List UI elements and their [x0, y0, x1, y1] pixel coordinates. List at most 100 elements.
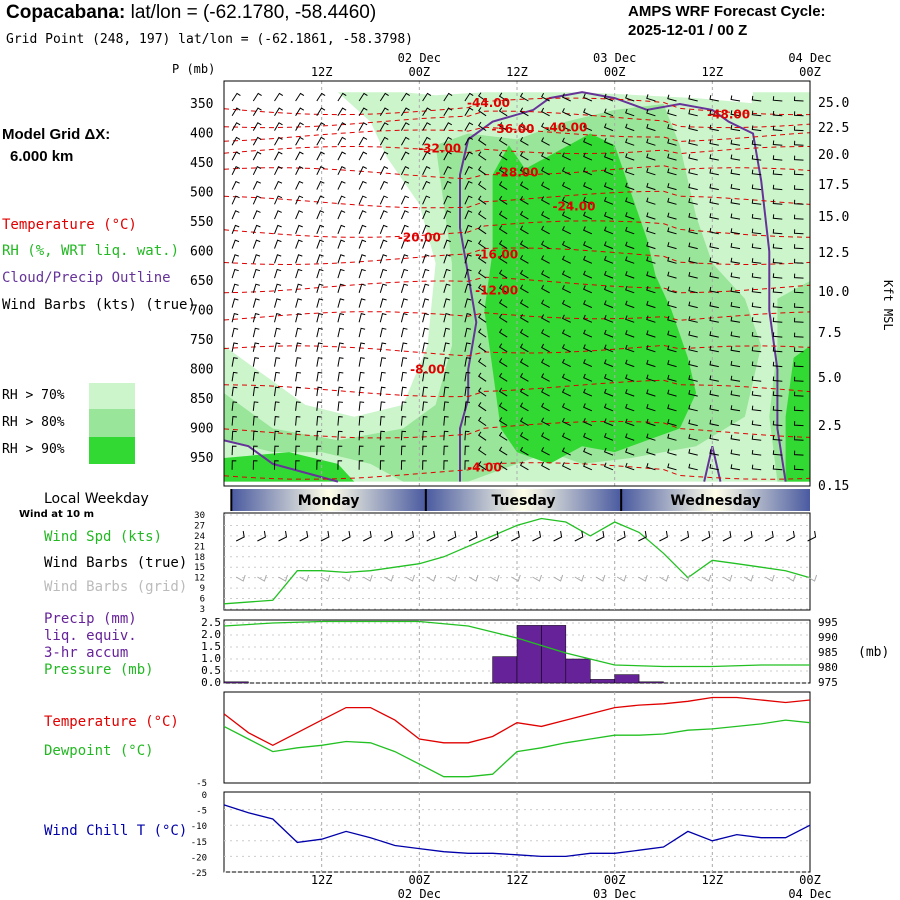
- wind-barb-true: [341, 530, 351, 542]
- wind-barb: [646, 448, 656, 456]
- wind-barb-true: [786, 530, 795, 542]
- height-tick-2: 20.0: [818, 148, 849, 163]
- wind-barb: [688, 183, 698, 191]
- wind-barb: [688, 109, 698, 117]
- wind-barb: [667, 389, 677, 397]
- wind-barb: [561, 93, 571, 102]
- wind-barb: [231, 327, 239, 338]
- wind-barb: [583, 196, 593, 205]
- wind-barb: [519, 225, 529, 235]
- wind-barb: [337, 151, 346, 161]
- wind-barb: [422, 386, 428, 397]
- wind-barb: [625, 256, 635, 264]
- bottom-time-60: 12Z: [701, 873, 723, 887]
- wind-barb: [443, 166, 452, 176]
- wind-barb: [231, 312, 239, 323]
- wind-barb: [379, 166, 389, 176]
- wind-barb: [519, 269, 529, 279]
- wind-barb: [561, 299, 571, 309]
- pressure-axis-title: (mb): [858, 645, 889, 660]
- wind-barb: [478, 269, 487, 279]
- wind-barb: [646, 359, 656, 368]
- wind-barb-grid: [574, 574, 585, 582]
- precip-bar-1: [492, 656, 518, 684]
- wind-barb: [422, 371, 429, 382]
- temp-panel: -5: [196, 691, 811, 789]
- wind-barb: [400, 210, 409, 220]
- wind-barb: [625, 182, 635, 191]
- wind-barb: [464, 401, 470, 411]
- wind-barb: [498, 181, 508, 191]
- wind-barb: [400, 283, 409, 293]
- wind-barb: [667, 242, 677, 250]
- wind-barb: [400, 107, 410, 117]
- wind-tick-12: 12: [194, 574, 205, 584]
- wind-barb: [316, 195, 325, 205]
- wind-barb: [667, 286, 677, 294]
- wind-barb-grid: [722, 574, 733, 582]
- wind-barb: [793, 155, 804, 161]
- wind-barb: [422, 460, 427, 470]
- wind-barb: [709, 286, 719, 294]
- wind-barb: [730, 449, 741, 456]
- wind-barb: [541, 211, 550, 220]
- wind-barb: [793, 199, 804, 205]
- wind-barb: [337, 298, 345, 308]
- wind-barb: [667, 301, 677, 309]
- wind-barb: [625, 167, 635, 176]
- wind-barb: [625, 271, 635, 279]
- bottom-time-48: 00Z: [604, 873, 626, 887]
- wind-barb: [646, 433, 656, 441]
- wind-barb: [400, 430, 407, 441]
- wind-barb: [667, 433, 677, 441]
- wind-barb: [793, 450, 804, 456]
- wind-barb: [688, 301, 698, 309]
- wind-barb-true: [447, 530, 457, 542]
- wind-barb: [541, 432, 550, 441]
- wind-barb: [730, 405, 741, 412]
- wind-barb: [772, 258, 783, 264]
- wind-barb: [625, 389, 635, 397]
- height-tick-6: 10.0: [818, 285, 849, 300]
- wind-barb: [337, 224, 346, 234]
- legend-rh: RH (%, WRT liq. wat.): [2, 243, 180, 259]
- top-date-48: 03 Dec: [593, 51, 636, 65]
- wind-barb-grid: [489, 574, 500, 582]
- wind-barb: [751, 199, 762, 205]
- windchill-tick--5: -5: [196, 807, 207, 817]
- wind-barb: [498, 269, 508, 279]
- wind-barb-true: [320, 530, 330, 542]
- wind-barb: [316, 268, 324, 279]
- wind-barb: [274, 92, 284, 102]
- wind-barb: [646, 300, 656, 309]
- wind-barb: [498, 461, 508, 471]
- wind-barb: [772, 450, 783, 456]
- wind-barb: [478, 402, 487, 412]
- wind-barb: [422, 254, 430, 264]
- wind-barb: [646, 389, 656, 397]
- wind-barb: [603, 374, 614, 382]
- temp-panel-frame: [223, 691, 811, 784]
- wind-barb: [316, 371, 323, 382]
- wind-barb: [252, 122, 262, 131]
- wind-barb: [274, 268, 282, 279]
- wind-barb: [646, 109, 656, 117]
- temp-label-6: -24.00: [553, 200, 596, 214]
- wind-barb: [337, 283, 345, 293]
- wind-barb: [316, 327, 323, 338]
- wind-barb: [583, 447, 593, 456]
- pressure-tick-985: 985: [818, 646, 838, 659]
- wind-barb: [379, 210, 388, 220]
- wind-barb: [274, 210, 282, 220]
- rh-legend-90-swatch: [89, 437, 135, 464]
- wind-barb: [478, 416, 487, 427]
- wind-barb: [709, 154, 719, 161]
- pressure-tick-900: 900: [190, 422, 213, 437]
- wind-barb-grid: [807, 574, 818, 582]
- wind-barb-true: [235, 530, 245, 542]
- wind-barb: [793, 126, 804, 132]
- weekday-tuesday: Tuesday: [492, 493, 556, 509]
- wind-barb: [519, 417, 529, 427]
- wind-barb-true: [807, 530, 817, 542]
